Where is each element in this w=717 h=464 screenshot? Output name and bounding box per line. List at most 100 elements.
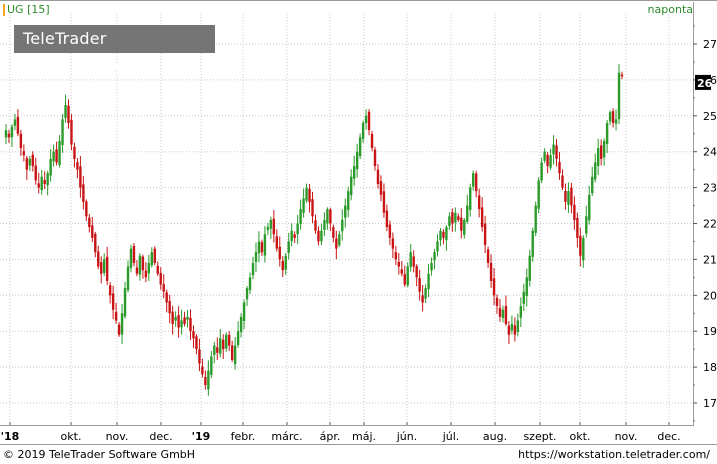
candle-body (608, 112, 612, 122)
candle-body (617, 72, 621, 120)
candle-body (266, 227, 270, 231)
y-tick-label: 24 (703, 146, 717, 159)
candle-body (588, 194, 591, 221)
candle-body (70, 119, 73, 145)
watermark-bold: WorkStation (23, 57, 138, 76)
candle-body (207, 370, 210, 390)
candle-body (552, 144, 555, 155)
candle-body (174, 316, 177, 321)
candle-body (114, 312, 118, 321)
candle-body (73, 146, 76, 159)
grid-layer (0, 14, 693, 425)
candle-body (219, 338, 222, 354)
candle-body (510, 324, 514, 331)
candle-body (201, 366, 204, 375)
candle-body (257, 241, 261, 254)
candle-body (513, 325, 517, 335)
candle-body (388, 224, 392, 238)
candle-body (582, 237, 585, 261)
candle-layer (4, 64, 624, 396)
last-price-label: 26 (697, 77, 713, 90)
candle-body (76, 162, 79, 170)
candle-body (591, 176, 594, 194)
candle-body (486, 249, 490, 263)
candle-body (165, 292, 168, 303)
candle-body (287, 241, 290, 253)
candle-body (492, 278, 496, 296)
price-chart[interactable]: 17 18 19 20 21 22 23 24 25 26 27 '18 okt. nov. dec. '19… (0, 0, 717, 444)
candle-body (216, 347, 219, 353)
ticker-color-marker (3, 4, 5, 16)
y-tick-label: 23 (703, 182, 717, 195)
candle-body (433, 252, 436, 261)
candle-body (558, 162, 561, 174)
y-tick-label: 20 (703, 289, 717, 302)
y-tick-label: 27 (703, 38, 717, 51)
candle-body (474, 173, 478, 192)
candle-body (4, 130, 8, 138)
candle-body (210, 356, 213, 375)
x-tick-label: okt. (61, 430, 82, 443)
candle-body (480, 207, 484, 228)
candle-body (376, 169, 380, 185)
candle-body (111, 293, 115, 310)
candle-body (373, 149, 377, 167)
candle-body (543, 151, 546, 161)
candle-body (37, 183, 40, 188)
x-tick-label: júl. (442, 430, 460, 443)
candle-body (123, 288, 127, 317)
plot-area[interactable] (0, 2, 694, 426)
x-tick-label: '18 (1, 430, 20, 443)
candle-body (79, 166, 82, 188)
candle-body (28, 158, 32, 166)
candle-body (171, 311, 174, 325)
ticker-label[interactable]: UG [15] (3, 3, 50, 16)
candle-body (16, 116, 20, 134)
candle-body (320, 230, 323, 242)
candle-body (135, 267, 139, 274)
candle-body (94, 233, 97, 253)
candle-body (594, 162, 597, 180)
candle-body (596, 148, 600, 166)
candle-body (430, 262, 433, 271)
candle-body (34, 165, 37, 181)
candle-body (501, 309, 505, 318)
x-tick-label: máj. (352, 430, 376, 443)
candle-body (272, 218, 276, 235)
candle-body (549, 155, 552, 168)
period-label[interactable]: naponta (647, 3, 693, 16)
candle-body (25, 158, 29, 170)
candle-body (275, 236, 279, 249)
candle-body (263, 234, 267, 256)
candle-body (341, 219, 344, 232)
candle-body (400, 269, 403, 274)
candle-body (129, 248, 133, 268)
candle-body (19, 133, 23, 149)
candle-body (230, 345, 234, 360)
candle-body (150, 252, 154, 266)
candle-body (186, 316, 189, 320)
candle-body (314, 220, 317, 231)
x-tick-label: aug. (483, 430, 507, 443)
candle-body (397, 261, 401, 267)
candle-body (105, 256, 109, 281)
candle-body (236, 331, 240, 346)
y-tick-label: 25 (703, 110, 717, 123)
candle-body (442, 231, 445, 238)
candle-body (305, 187, 308, 201)
candle-body (379, 181, 383, 195)
candle-body (43, 179, 46, 185)
candle-body (22, 151, 26, 156)
x-tick-label: márc. (271, 430, 302, 443)
candle-body (534, 205, 537, 233)
candle-body (409, 252, 412, 268)
footer-url-link[interactable]: https://workstation.teletrader.com/ (518, 448, 710, 461)
candle-body (302, 198, 305, 213)
candle-body (326, 209, 329, 224)
candle-body (177, 315, 180, 328)
candle-body (370, 133, 374, 149)
candle-body (451, 212, 454, 224)
candle-body (367, 111, 371, 131)
top-border (0, 0, 717, 1)
candle-body (100, 262, 103, 274)
